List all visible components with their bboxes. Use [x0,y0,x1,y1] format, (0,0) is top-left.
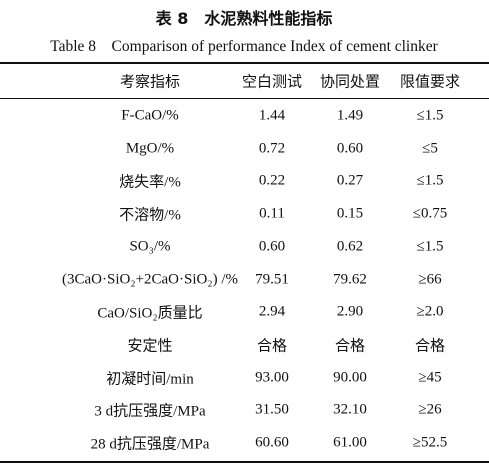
table-cell: ≥2.0 [416,303,444,320]
table-cell: 79.51 [255,271,289,287]
table-cell: ≤1.5 [416,107,444,124]
table-cell: 79.62 [333,271,367,287]
table-cell: 93.00 [255,369,289,386]
table-cell: ≤1.5 [416,238,444,255]
table-cell: 烧失率/% [119,174,181,191]
header-cell: 空白测试 [241,74,303,91]
table-cell: 90.00 [333,369,367,386]
table-cell: ≤0.75 [412,205,448,222]
table-cell: CaO/SiO₂质量比 [97,305,203,322]
table-cell: ≤5 [422,140,438,157]
table-cell: 合格 [334,338,366,355]
table-cell: 28 d抗压强度/MPa [90,436,210,453]
header-cell: 限值要求 [399,74,461,91]
table-cell: 61.00 [333,434,367,451]
table-cell: F-CaO/% [121,107,179,124]
table-cell: ≥45 [418,369,442,386]
table-cell: 60.60 [255,434,289,451]
table-cell: ≥52.5 [412,434,448,451]
bottom-rule [0,461,489,463]
table-cell: 1.49 [336,107,364,124]
header-cell: 考察指标 [119,74,181,91]
table-cell: 0.11 [259,205,285,222]
table-cell: 31.50 [255,401,289,418]
header-cell: 协同处置 [319,74,381,91]
table-cell: ≥26 [418,401,442,418]
table-cell: 3 d抗压强度/MPa [94,403,206,420]
table-cell: 合格 [414,338,446,355]
table-cell: 0.22 [258,172,286,189]
table-cell: 0.60 [258,238,286,255]
table-cell: 0.72 [258,140,286,157]
table-cell: 初凝时间/min [106,371,194,388]
table-cell: 合格 [256,338,288,355]
header-rule [0,98,489,99]
table-cell: 安定性 [127,338,173,355]
table-cell: ≤1.5 [416,172,444,189]
table-cell: 0.60 [336,140,364,157]
top-rule [0,62,489,64]
table-cell: ≥66 [418,271,442,287]
table-cell: (3CaO·SiO₂+2CaO·SiO₂) /% [62,271,238,287]
table-cell: 不溶物/% [119,207,181,224]
table-cell: 1.44 [258,107,286,124]
table-cell: 2.94 [258,303,286,320]
table-cell: 0.27 [336,172,364,189]
table-cell: 0.15 [336,205,364,222]
table-cell: MgO/% [125,140,175,157]
table-cell: SO₃/% [129,238,171,255]
table-subtitle: Table 8 Comparison of performance Index … [50,38,438,55]
table-cell: 2.90 [336,303,364,320]
table-cell: 32.10 [333,401,367,418]
table-cell: 0.62 [336,238,364,255]
table-title: 表 8 水泥熟料性能指标 [155,9,333,28]
